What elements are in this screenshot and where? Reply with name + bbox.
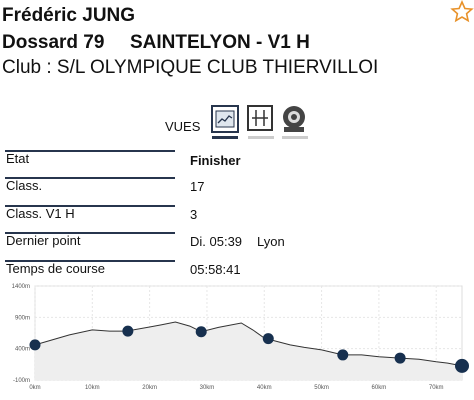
row-label: Etat (6, 151, 30, 166)
y-tick-label: -100m (13, 378, 30, 384)
row-value: 3 (190, 207, 198, 222)
y-tick-label: 400m (15, 347, 30, 353)
row-value: 17 (190, 179, 205, 194)
x-tick-label: 60km (372, 385, 387, 391)
row-rule (5, 232, 175, 234)
row-value: Di. 05:39 (190, 234, 243, 249)
row-rule (5, 150, 175, 152)
x-tick-label: 20km (142, 385, 157, 391)
row-value: Lyon (257, 234, 285, 249)
view-webcam[interactable] (282, 106, 308, 139)
checkpoint (195, 326, 207, 338)
checkpoint (455, 358, 469, 373)
x-tick-label: 10km (85, 385, 100, 391)
x-tick-label: 50km (314, 385, 329, 391)
checkpoint (122, 325, 134, 337)
view-grid[interactable] (247, 105, 274, 139)
views-label: VUES (165, 119, 201, 134)
x-tick-label: 70km (429, 385, 444, 391)
y-tick-label: 900m (15, 315, 30, 321)
row-label: Dernier point (6, 233, 81, 248)
row-rule (5, 260, 175, 262)
view-profile[interactable] (211, 105, 239, 139)
checkpoint (337, 349, 349, 361)
row-value: Finisher (190, 153, 241, 168)
x-tick-label: 40km (257, 385, 272, 391)
elevation-chart: -100m 400m 900m 1400m 0km 10km 20km 30km 40km 50k… (12, 284, 469, 391)
runner-name: Frédéric JUNG (2, 5, 136, 26)
x-tick-label: 0km (29, 385, 40, 391)
view-icons (211, 105, 308, 139)
row-rule (5, 205, 175, 207)
row-label: Class. V1 H (6, 206, 75, 221)
row-label: Temps de course (6, 261, 105, 276)
bib: Dossard 79 (2, 32, 105, 53)
elevation-line (34, 321, 463, 367)
elevation-area (35, 322, 462, 380)
club: Club : S/L OLYMPIQUE CLUB THIERVILLOI (2, 57, 379, 78)
x-tick-label: 30km (200, 385, 215, 391)
checkpoint (394, 352, 406, 364)
y-tick-label: 1400m (12, 284, 30, 290)
row-rule (5, 177, 175, 179)
row-value: 05:58:41 (190, 262, 241, 277)
favorite-star[interactable] (450, 0, 474, 24)
checkpoint (29, 339, 41, 351)
row-label: Class. (6, 178, 43, 193)
race: SAINTELYON - V1 H (130, 32, 310, 53)
checkpoint (262, 333, 274, 345)
